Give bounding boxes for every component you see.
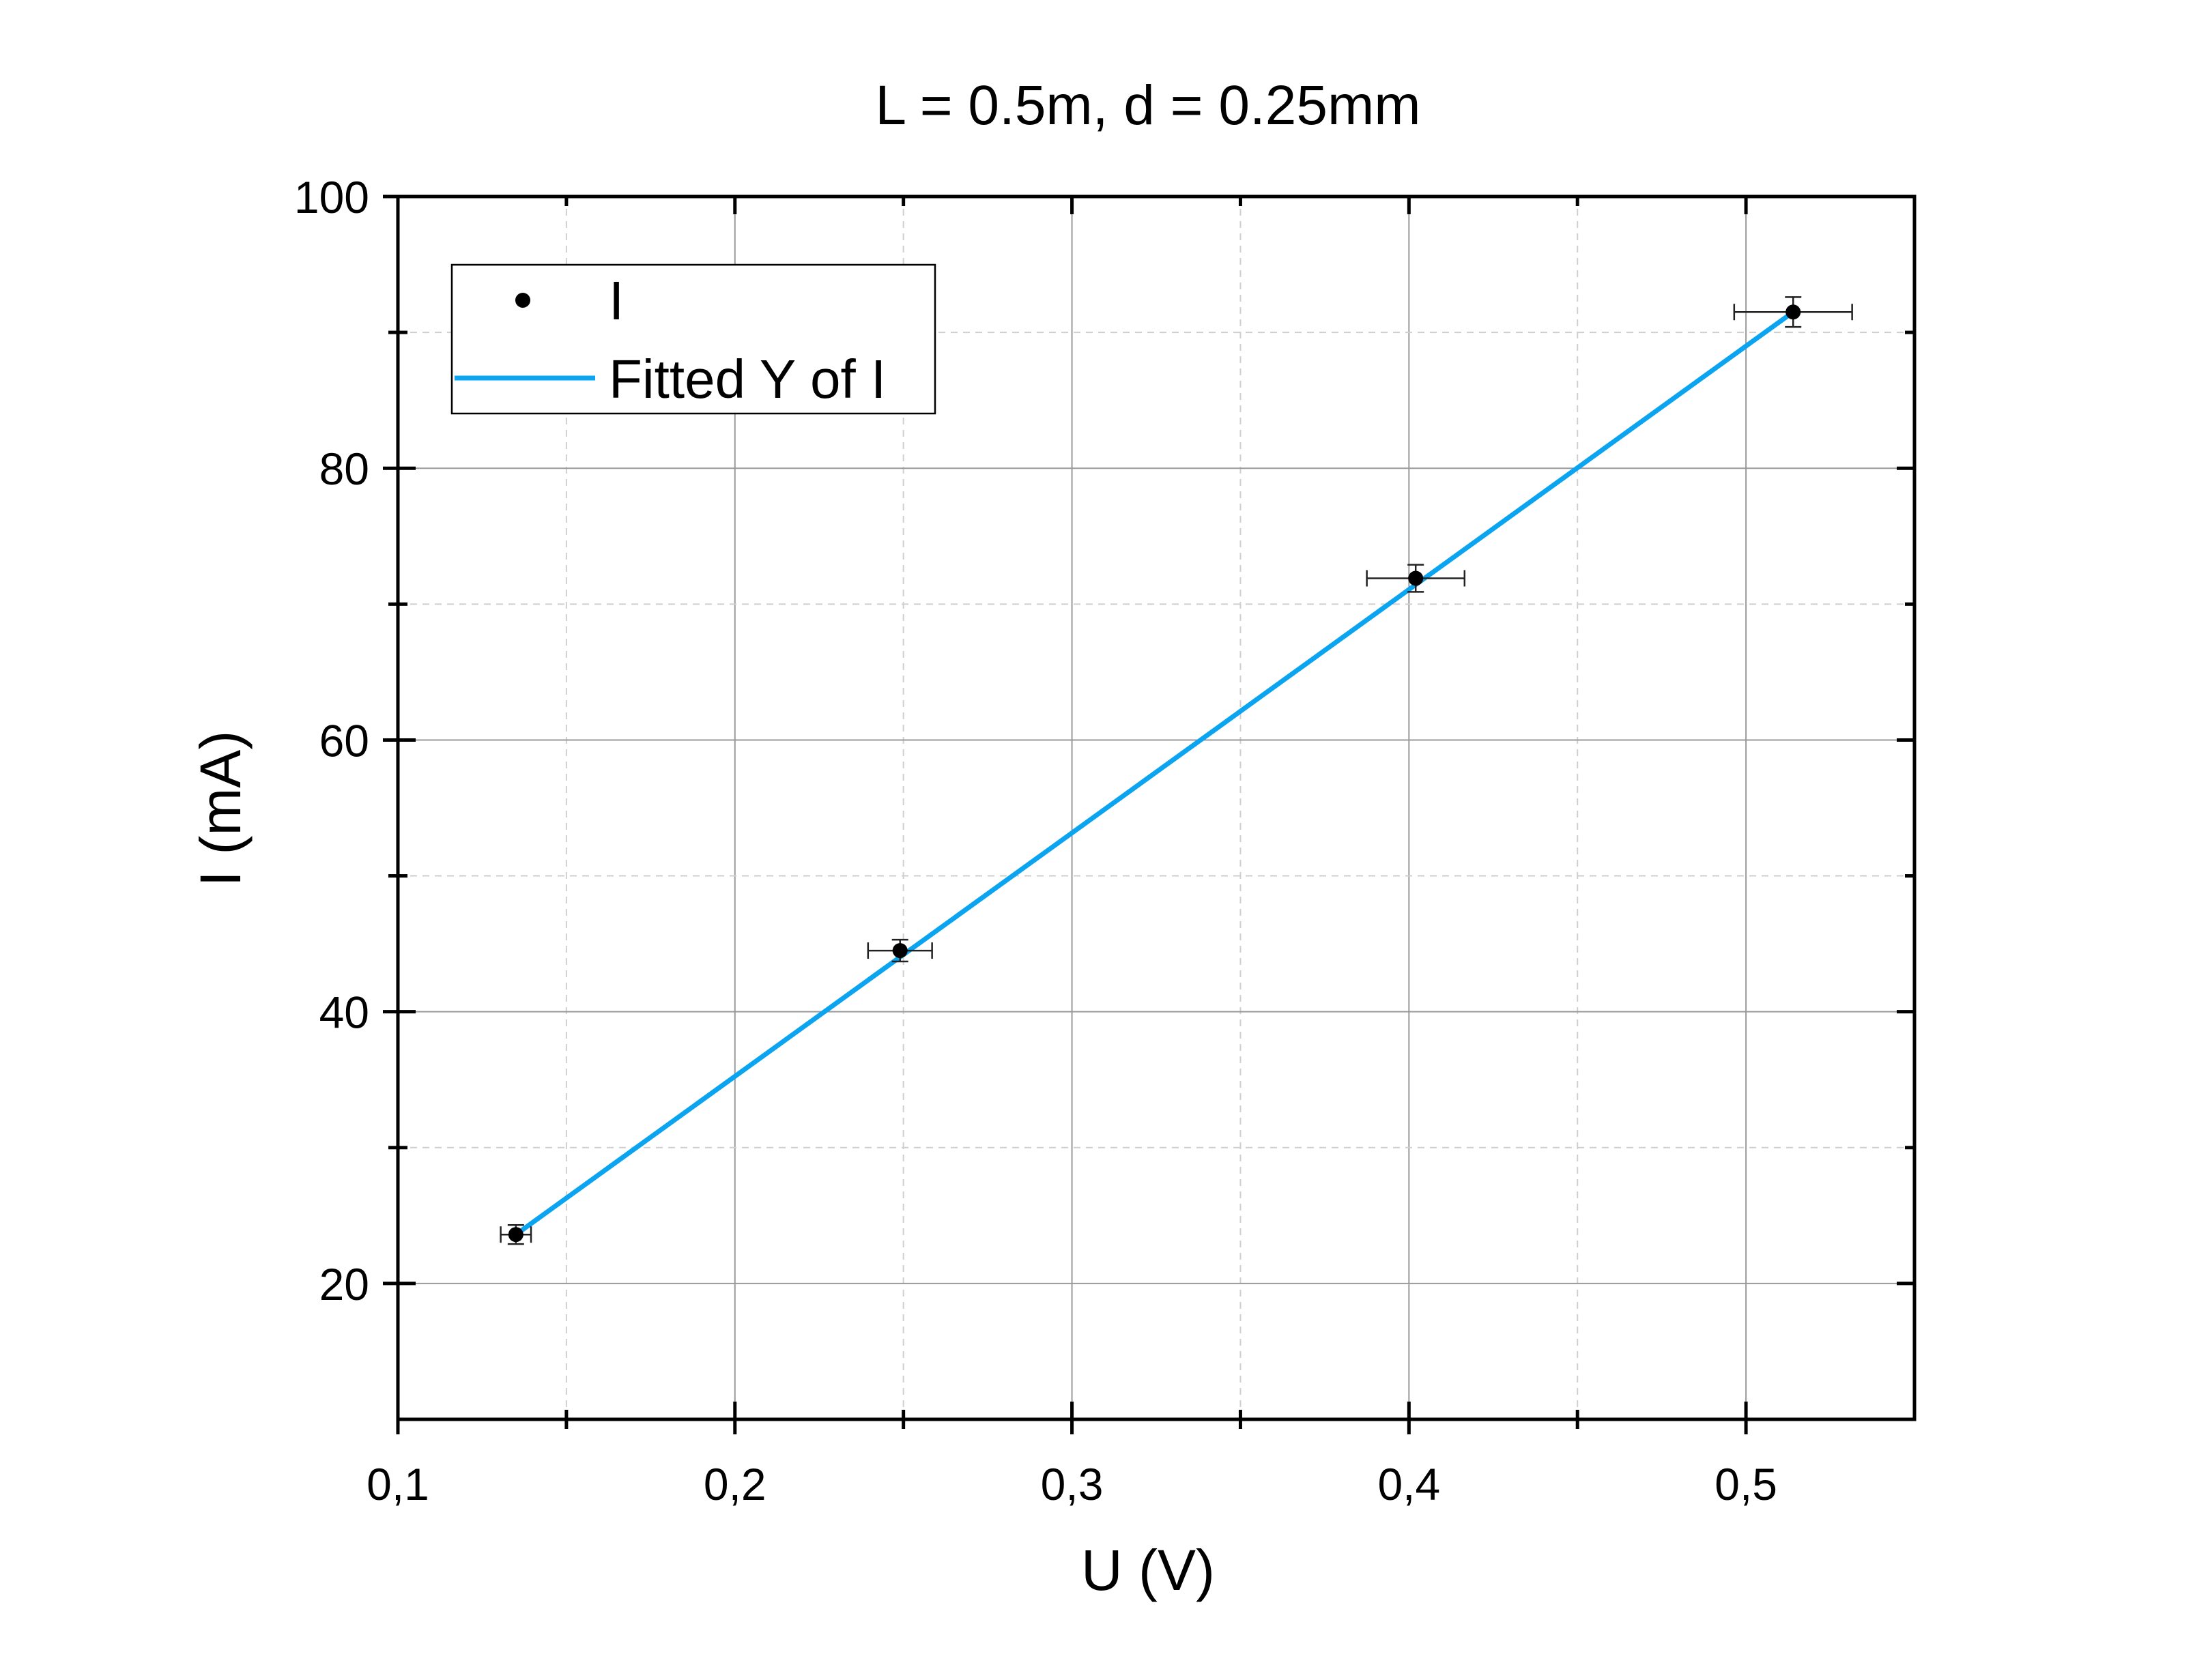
data-point	[1366, 564, 1466, 593]
point-marker	[892, 943, 908, 959]
point-marker	[508, 1227, 523, 1243]
x-tick-label: 0,2	[704, 1459, 766, 1509]
y-tick-label: 20	[319, 1259, 369, 1309]
y-tick-label: 100	[294, 172, 369, 222]
grid	[398, 197, 1914, 1419]
x-tick-label: 0,4	[1377, 1459, 1440, 1509]
legend: I Fitted Y of I	[450, 263, 936, 415]
legend-label-fit: Fitted Y of I	[609, 349, 886, 409]
tick-labels: 0,1 0,2 0,3 0,4 0,5 20 40 60 80 100	[294, 172, 1777, 1509]
y-axis-label: I (mA)	[188, 731, 253, 887]
x-tick-label: 0,5	[1715, 1459, 1777, 1509]
legend-box	[450, 263, 936, 415]
axis-ticks	[383, 194, 1914, 1434]
x-tick-label: 0,3	[1041, 1459, 1104, 1509]
legend-label-I: I	[609, 270, 624, 331]
x-axis-label: U (V)	[1081, 1538, 1215, 1602]
x-tick-label: 0,1	[367, 1459, 429, 1509]
data-point	[867, 938, 933, 963]
point-marker	[1408, 570, 1424, 586]
data-points-layer	[500, 296, 1853, 1245]
point-marker	[1785, 304, 1801, 320]
legend-marker-I	[515, 293, 530, 308]
fit-line-layer	[513, 309, 1796, 1237]
chart-title: L = 0.5m, d = 0.25mm	[875, 74, 1420, 136]
data-point	[500, 1224, 532, 1245]
data-point	[1733, 296, 1853, 328]
y-tick-label: 40	[319, 987, 369, 1038]
fit-line	[513, 309, 1796, 1237]
plot-frame	[396, 194, 1917, 1421]
y-tick-label: 60	[319, 715, 369, 766]
y-tick-label: 80	[319, 444, 369, 494]
